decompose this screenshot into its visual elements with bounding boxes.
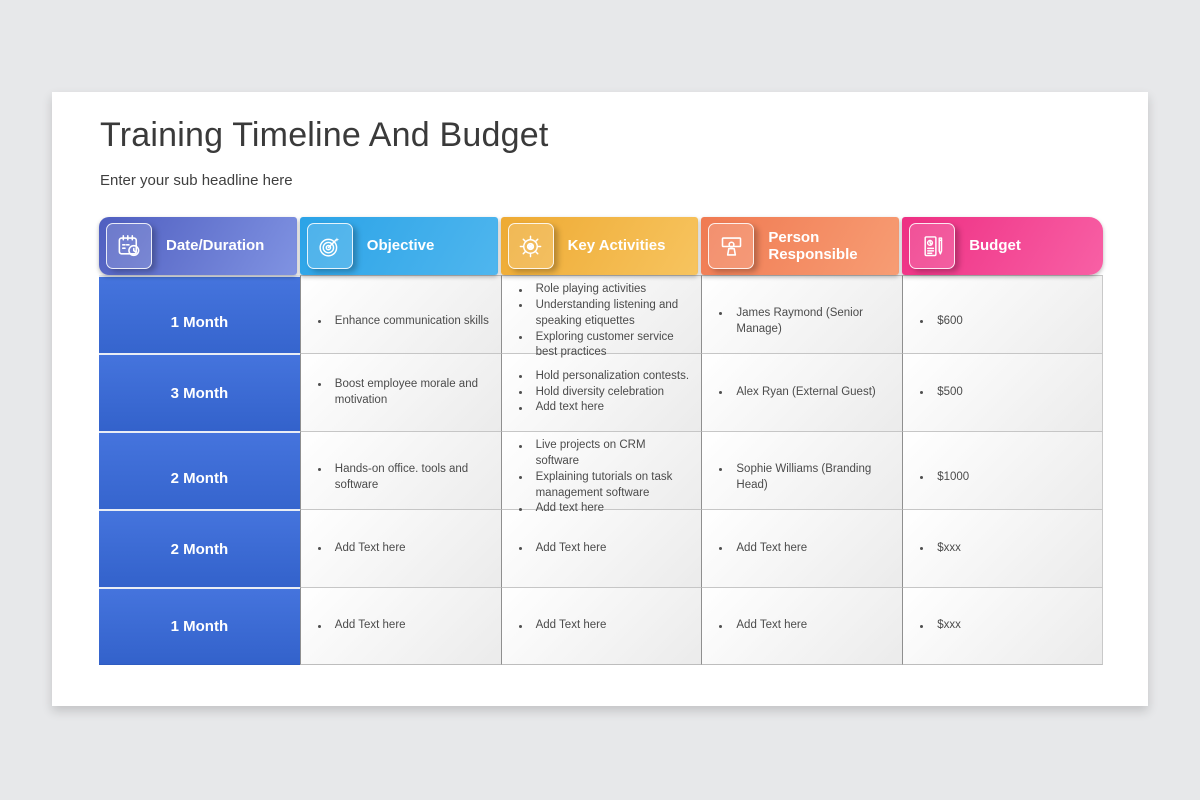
bullet-item: Hands-on office. tools and software (314, 462, 491, 494)
person-responsible-cell: Alex Ryan (External Guest) (701, 353, 903, 431)
bullet-list: Add Text here (515, 541, 606, 557)
bullet-list: $1000 (916, 470, 969, 486)
budget-cell: $xxx (902, 587, 1103, 665)
bullet-list: Role playing activities Understanding lis… (515, 282, 692, 361)
budget-cell: $xxx (902, 509, 1103, 587)
person-responsible-cell: Add Text here (701, 587, 903, 665)
bullet-list: $500 (916, 385, 963, 401)
bullet-list: Add Text here (715, 618, 807, 634)
header-cell-date-duration: Date/Duration (99, 217, 297, 275)
calendar-clock-icon (106, 223, 152, 269)
table-row: 3 Month Boost employee morale and motivat… (99, 353, 1103, 431)
bullet-item: Add Text here (515, 541, 606, 557)
table-row: 2 Month Add Text here Add Text here Add Tex… (99, 509, 1103, 587)
target-icon (306, 223, 353, 269)
duration-cell: 2 Month (99, 509, 300, 587)
bullet-list: Add Text here (314, 541, 406, 557)
slide: Training Timeline And Budget Enter your … (52, 92, 1148, 706)
bullet-item: Enhance communication skills (314, 314, 489, 330)
bullet-item: Add text here (515, 501, 692, 517)
table-row: 2 Month Hands-on office. tools and softwa… (99, 431, 1103, 524)
objective-cell: Add Text here (299, 587, 501, 665)
person-responsible-cell: Sophie Williams (Branding Head) (701, 431, 903, 524)
slide-title: Training Timeline And Budget (100, 116, 549, 154)
bullet-list: Sophie Williams (Branding Head) (715, 462, 892, 494)
table-body: 1 Month Enhance communication skills Role … (99, 275, 1103, 665)
bullet-item: Sophie Williams (Branding Head) (715, 462, 892, 494)
bullet-item: Exploring customer service best practice… (515, 330, 692, 362)
key-activities-cell: Role playing activities Understanding lis… (500, 275, 702, 368)
budget-cell: $1000 (902, 431, 1103, 524)
objective-cell: Boost employee morale and motivation (299, 353, 501, 431)
slide-subtitle: Enter your sub headline here (100, 172, 293, 189)
bullet-list: Enhance communication skills (314, 314, 489, 330)
training-timeline-table: Date/Duration Objective Key Activities Pers… (99, 217, 1103, 665)
bullet-list: Add Text here (715, 541, 807, 557)
objective-cell: Hands-on office. tools and software (299, 431, 501, 524)
duration-cell: 1 Month (99, 587, 300, 665)
header-cell-budget: Budget (902, 217, 1103, 275)
header-label: Budget (969, 237, 1021, 255)
key-activities-cell: Add Text here (500, 587, 702, 665)
bullet-list: $600 (916, 314, 963, 330)
header-label: Person Responsible (768, 228, 858, 263)
budget-cell: $500 (902, 353, 1103, 431)
bullet-item: Add Text here (314, 618, 406, 634)
header-cell-person-responsible: Person Responsible (701, 217, 900, 275)
bullet-list: $xxx (916, 541, 961, 557)
bullet-item: $600 (916, 314, 963, 330)
person-responsible-cell: James Raymond (Senior Manage) (701, 275, 903, 368)
bullet-item: Add Text here (314, 541, 406, 557)
header-cell-key-activities: Key Activities (500, 217, 699, 275)
bullet-item: $500 (916, 385, 963, 401)
objective-cell: Add Text here (299, 509, 501, 587)
bullet-list: James Raymond (Senior Manage) (715, 306, 892, 338)
table-header-row: Date/Duration Objective Key Activities Pers… (99, 217, 1103, 275)
bullet-list: Hands-on office. tools and software (314, 462, 491, 494)
bullet-list: Hold personalization contests. Hold diver… (515, 369, 689, 417)
bullet-item: Live projects on CRM software (515, 438, 692, 470)
bullet-list: Add Text here (515, 618, 606, 634)
bullet-item: $xxx (916, 541, 961, 557)
bullet-item: Add Text here (515, 618, 606, 634)
duration-cell: 3 Month (99, 353, 300, 431)
bullet-item: Understanding listening and speaking eti… (515, 298, 692, 330)
table-row: 1 Month Add Text here Add Text here Add Tex… (99, 587, 1103, 665)
bullet-item: Explaining tutorials on task management … (515, 470, 692, 502)
budget-cell: $600 (902, 275, 1103, 368)
ship-wheel-icon (507, 223, 554, 269)
bullet-item: Boost employee morale and motivation (314, 377, 491, 409)
bullet-list: $xxx (916, 618, 961, 634)
bullet-item: Hold diversity celebration (515, 385, 689, 401)
header-cell-objective: Objective (299, 217, 498, 275)
key-activities-cell: Hold personalization contests. Hold diver… (500, 353, 702, 431)
person-responsible-cell: Add Text here (701, 509, 903, 587)
bullet-item: Add Text here (715, 618, 807, 634)
table-row: 1 Month Enhance communication skills Role … (99, 275, 1103, 368)
bullet-list: Alex Ryan (External Guest) (715, 385, 876, 401)
header-label: Date/Duration (166, 237, 265, 255)
duration-cell: 1 Month (99, 275, 300, 368)
bullet-list: Add Text here (314, 618, 406, 634)
bullet-item: Add text here (515, 400, 689, 416)
bullet-item: $xxx (916, 618, 961, 634)
key-activities-cell: Live projects on CRM software Explaining … (500, 431, 702, 524)
objective-cell: Enhance communication skills (299, 275, 501, 368)
bullet-list: Live projects on CRM software Explaining … (515, 438, 692, 517)
key-activities-cell: Add Text here (500, 509, 702, 587)
bullet-list: Boost employee morale and motivation (314, 377, 491, 409)
header-label: Key Activities (567, 237, 666, 255)
presenter-icon (708, 223, 755, 269)
bullet-item: Role playing activities (515, 282, 692, 298)
duration-cell: 2 Month (99, 431, 300, 524)
bullet-item: Hold personalization contests. (515, 369, 689, 385)
bullet-item: $1000 (916, 470, 969, 486)
bullet-item: Add Text here (715, 541, 807, 557)
budget-document-icon (909, 223, 956, 269)
bullet-item: James Raymond (Senior Manage) (715, 306, 892, 338)
header-label: Objective (366, 237, 435, 255)
bullet-item: Alex Ryan (External Guest) (715, 385, 876, 401)
